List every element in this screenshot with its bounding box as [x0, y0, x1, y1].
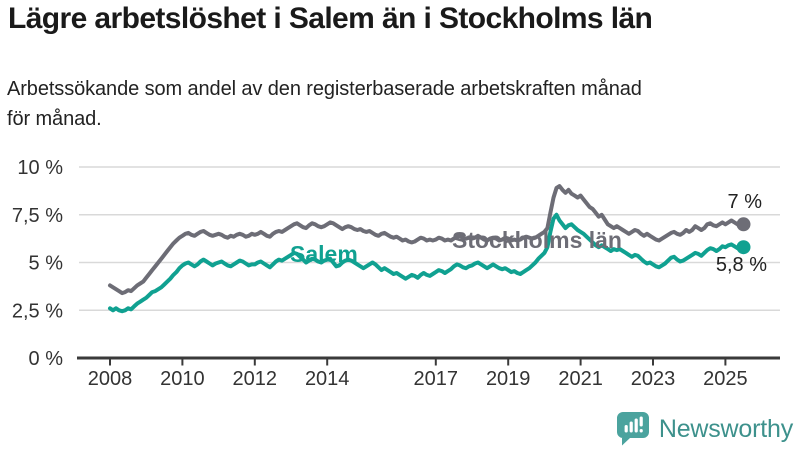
- logo-exclamation-dot: [639, 429, 643, 433]
- logo-speech-bubble: [616, 412, 649, 446]
- x-tick-label: 2017: [414, 368, 459, 390]
- stockholm-line: [108, 184, 746, 296]
- stockholm-end-dot: [736, 217, 751, 232]
- page-title: Lägre arbetslöshet i Salem än i Stockhol…: [8, 2, 653, 35]
- y-tick-label: 0 %: [29, 348, 64, 370]
- x-tick-label: 2014: [305, 368, 350, 390]
- chart-subtitle: Arbetssökande som andel av den registerb…: [7, 74, 642, 134]
- chart-subtitle-line1: Arbetssökande som andel av den registerb…: [7, 78, 642, 100]
- stockholm-series-label: Stockholms län: [452, 227, 622, 253]
- logo-exclamation-bar: [639, 416, 643, 427]
- x-tick-label: 2012: [233, 368, 278, 390]
- logo-bar-short: [624, 425, 628, 433]
- salem-line: [108, 212, 746, 314]
- chart-subtitle-line2: för månad.: [7, 108, 102, 130]
- x-tick-label: 2019: [486, 368, 531, 390]
- y-tick-label: 7,5 %: [12, 205, 63, 227]
- salem-end-dot: [736, 240, 751, 255]
- x-tick-label: 2021: [558, 368, 603, 390]
- x-tick-label: 2010: [160, 368, 205, 390]
- newsworthy-logo-icon: [616, 412, 649, 446]
- logo-bar-tall: [634, 418, 638, 433]
- newsworthy-wordmark: Newsworthy: [658, 414, 793, 443]
- logo-bar-medium: [629, 421, 633, 433]
- newsworthy-brand-link[interactable]: Newsworthy: [616, 411, 793, 447]
- y-tick-label: 2,5 %: [12, 300, 63, 322]
- stockholm-end-value-label: 7 %: [728, 191, 763, 213]
- salem-end-value-label: 5,8 %: [716, 254, 767, 276]
- y-tick-label: 5 %: [29, 253, 64, 275]
- x-tick-label: 2023: [631, 368, 676, 390]
- y-tick-label: 10 %: [17, 157, 63, 179]
- x-tick-label: 2008: [88, 368, 133, 390]
- x-tick-label: 2025: [703, 368, 748, 390]
- salem-series-label: Salem: [290, 241, 358, 267]
- unemployment-line-chart: 0 % 2,5 % 5 % 7,5 % 10 % 2008 2010 2012 2014 2017…: [12, 157, 780, 390]
